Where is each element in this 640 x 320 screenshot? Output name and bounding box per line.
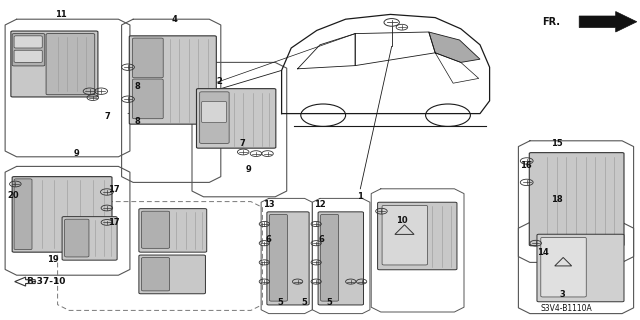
Text: 9: 9 [74,149,79,158]
FancyBboxPatch shape [269,214,287,301]
FancyBboxPatch shape [318,212,364,305]
FancyBboxPatch shape [378,202,457,270]
Text: 7: 7 [105,112,110,121]
FancyBboxPatch shape [11,31,98,97]
FancyBboxPatch shape [65,219,89,257]
FancyBboxPatch shape [529,153,624,246]
FancyBboxPatch shape [129,36,216,124]
FancyBboxPatch shape [12,34,45,66]
FancyBboxPatch shape [132,79,163,119]
FancyBboxPatch shape [14,50,42,62]
FancyBboxPatch shape [12,177,112,252]
FancyBboxPatch shape [141,211,170,248]
FancyBboxPatch shape [321,214,339,301]
Text: 15: 15 [551,140,563,148]
FancyBboxPatch shape [267,212,309,305]
FancyBboxPatch shape [382,205,428,265]
Text: 5: 5 [326,298,332,307]
Text: 7: 7 [239,140,244,148]
Text: 1: 1 [357,192,364,201]
Polygon shape [579,12,637,32]
Text: 11: 11 [55,10,67,19]
FancyBboxPatch shape [132,38,163,78]
Polygon shape [429,32,480,62]
FancyBboxPatch shape [541,237,586,297]
FancyBboxPatch shape [46,34,95,95]
Text: 9: 9 [246,165,251,174]
Text: 14: 14 [537,248,548,257]
Text: 10: 10 [396,216,408,225]
FancyBboxPatch shape [141,258,170,291]
Text: 6: 6 [266,236,272,244]
Text: 5: 5 [301,298,308,307]
Text: 5: 5 [277,298,284,307]
FancyBboxPatch shape [196,89,276,148]
Text: 3: 3 [559,290,564,299]
Text: 8: 8 [135,82,140,91]
Text: 8: 8 [135,117,140,126]
Text: 4: 4 [171,15,177,24]
Text: 17: 17 [108,185,120,194]
FancyBboxPatch shape [139,255,205,294]
FancyBboxPatch shape [139,209,207,252]
FancyBboxPatch shape [14,179,32,250]
FancyBboxPatch shape [200,92,229,143]
Text: 19: 19 [47,255,58,264]
Text: 6: 6 [318,236,324,244]
Text: 16: 16 [520,161,532,170]
FancyBboxPatch shape [14,36,42,48]
Text: 13: 13 [263,200,275,209]
Text: 20: 20 [7,191,19,200]
Text: S3V4-B1110A: S3V4-B1110A [541,304,592,313]
Text: 2: 2 [216,77,222,86]
Text: 18: 18 [551,196,563,204]
FancyBboxPatch shape [62,217,117,260]
Text: B-37-10: B-37-10 [26,277,66,286]
Text: 12: 12 [314,200,326,209]
FancyBboxPatch shape [537,234,624,302]
Text: FR.: FR. [542,17,560,27]
Text: 17: 17 [108,218,120,227]
FancyBboxPatch shape [202,101,227,123]
